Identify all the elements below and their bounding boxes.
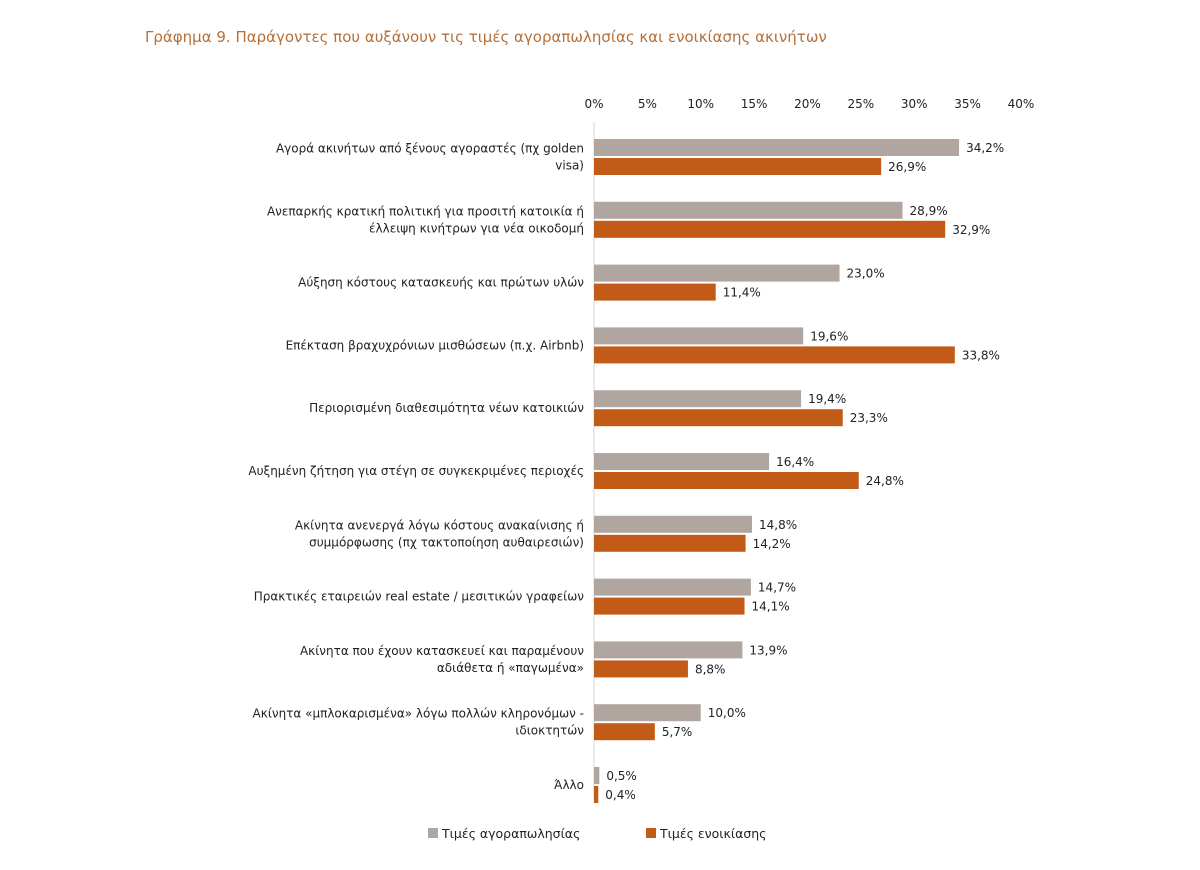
bar-sale xyxy=(594,264,840,282)
category-label: Ακίνητα ανενεργά λόγω κόστους ανακαίνιση… xyxy=(295,518,584,549)
category-label: Ακίνητα «μπλοκαρισμένα» λόγω πολλών κληρ… xyxy=(253,707,585,738)
bar-rent xyxy=(594,597,745,615)
legend-label-rent: Τιμές ενοικίασης xyxy=(659,826,767,841)
x-tick-label: 20% xyxy=(794,97,821,111)
category-label: Αυξημένη ζήτηση για στέγη σε συγκεκριμέν… xyxy=(248,464,584,478)
data-label-sale: 28,9% xyxy=(910,204,948,218)
data-label-rent: 14,1% xyxy=(752,600,790,614)
data-label-sale: 34,2% xyxy=(966,141,1004,155)
x-tick-label: 15% xyxy=(741,97,768,111)
data-label-rent: 8,8% xyxy=(695,662,726,676)
category-label: Ακίνητα που έχουν κατασκευεί και παραμέν… xyxy=(300,644,584,675)
data-label-sale: 14,8% xyxy=(759,518,797,532)
data-label-sale: 19,6% xyxy=(810,329,848,343)
category-label: Πρακτικές εταιρειών real estate / μεσιτι… xyxy=(254,590,585,604)
bar-rent xyxy=(594,660,688,678)
bar-sale xyxy=(594,704,701,722)
legend-swatch-rent xyxy=(646,828,656,838)
data-label-sale: 23,0% xyxy=(847,267,885,281)
x-tick-label: 10% xyxy=(687,97,714,111)
bar-rent xyxy=(594,220,946,238)
x-tick-label: 5% xyxy=(638,97,657,111)
bar-sale xyxy=(594,578,751,596)
bar-rent xyxy=(594,786,599,803)
x-tick-label: 0% xyxy=(584,97,603,111)
bar-rent xyxy=(594,472,859,489)
data-label-rent: 5,7% xyxy=(662,725,693,739)
data-label-rent: 0,4% xyxy=(605,788,636,802)
data-label-rent: 32,9% xyxy=(952,223,990,237)
bar-rent xyxy=(594,409,843,427)
bar-rent xyxy=(594,158,882,175)
category-label: Περιορισμένη διαθεσιμότητα νέων κατοικιώ… xyxy=(309,401,584,415)
legend-swatch-sale xyxy=(428,828,438,838)
category-label: Αγορά ακινήτων από ξένους αγοραστές (πχ … xyxy=(276,142,584,173)
bar-sale xyxy=(594,201,903,219)
data-label-rent: 24,8% xyxy=(866,474,904,488)
bar-sale xyxy=(594,327,804,345)
x-tick-label: 40% xyxy=(1008,97,1035,111)
bar-rent xyxy=(594,283,716,301)
data-label-sale: 19,4% xyxy=(808,392,846,406)
bar-rent xyxy=(594,534,746,552)
category-label: Αύξηση κόστους κατασκευής και πρώτων υλώ… xyxy=(298,276,584,290)
bar-sale xyxy=(594,453,770,470)
data-label-rent: 14,2% xyxy=(753,537,791,551)
bar-rent xyxy=(594,723,655,741)
data-label-sale: 14,7% xyxy=(758,581,796,595)
bar-sale xyxy=(594,767,600,784)
data-label-rent: 11,4% xyxy=(723,286,761,300)
data-label-sale: 13,9% xyxy=(749,643,787,657)
data-label-sale: 0,5% xyxy=(606,769,637,783)
x-tick-label: 30% xyxy=(901,97,928,111)
category-label: Ανεπαρκής κρατική πολιτική για προσιτή κ… xyxy=(267,204,584,235)
category-label: Επέκταση βραχυχρόνιων μισθώσεων (π.χ. Ai… xyxy=(286,338,584,352)
legend-label-sale: Τιμές αγοραπωλησίας xyxy=(441,826,580,841)
data-label-rent: 26,9% xyxy=(888,160,926,174)
bar-sale xyxy=(594,139,960,156)
bar-sale xyxy=(594,641,743,659)
bar-sale xyxy=(594,390,802,408)
data-label-rent: 33,8% xyxy=(962,348,1000,362)
x-tick-label: 35% xyxy=(954,97,981,111)
bar-rent xyxy=(594,346,955,364)
category-label: Άλλο xyxy=(554,778,584,792)
data-label-sale: 10,0% xyxy=(708,706,746,720)
data-label-rent: 23,3% xyxy=(850,411,888,425)
bar-sale xyxy=(594,515,752,533)
data-label-sale: 16,4% xyxy=(776,455,814,469)
chart-title: Γράφημα 9. Παράγοντες που αυξάνουν τις τ… xyxy=(145,28,827,46)
x-tick-label: 25% xyxy=(848,97,875,111)
